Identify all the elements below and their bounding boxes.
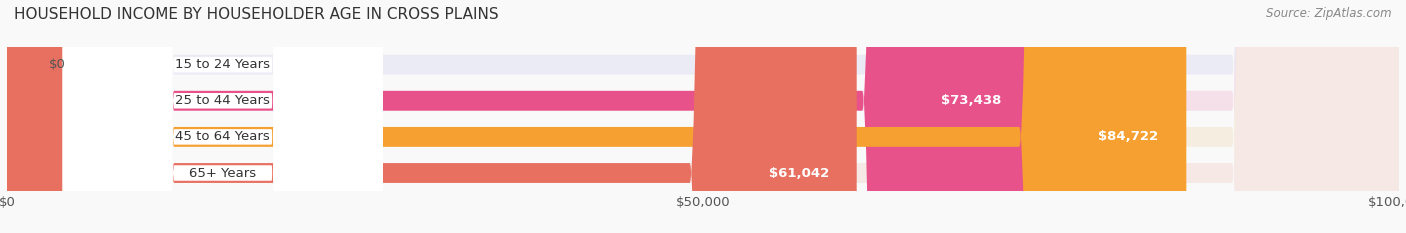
FancyBboxPatch shape — [63, 0, 382, 233]
Text: 45 to 64 Years: 45 to 64 Years — [176, 130, 270, 143]
Text: 25 to 44 Years: 25 to 44 Years — [176, 94, 270, 107]
Text: Source: ZipAtlas.com: Source: ZipAtlas.com — [1267, 7, 1392, 20]
Text: $61,042: $61,042 — [769, 167, 830, 179]
Text: $73,438: $73,438 — [941, 94, 1001, 107]
FancyBboxPatch shape — [7, 0, 1399, 233]
FancyBboxPatch shape — [63, 0, 382, 233]
FancyBboxPatch shape — [7, 0, 856, 233]
Text: $84,722: $84,722 — [1098, 130, 1159, 143]
Text: HOUSEHOLD INCOME BY HOUSEHOLDER AGE IN CROSS PLAINS: HOUSEHOLD INCOME BY HOUSEHOLDER AGE IN C… — [14, 7, 499, 22]
FancyBboxPatch shape — [63, 0, 382, 233]
FancyBboxPatch shape — [7, 0, 1399, 233]
FancyBboxPatch shape — [7, 0, 1399, 233]
FancyBboxPatch shape — [7, 0, 1187, 233]
FancyBboxPatch shape — [7, 0, 1029, 233]
FancyBboxPatch shape — [7, 0, 1399, 233]
Text: $0: $0 — [49, 58, 66, 71]
FancyBboxPatch shape — [63, 0, 382, 233]
Text: 65+ Years: 65+ Years — [190, 167, 256, 179]
Text: 15 to 24 Years: 15 to 24 Years — [176, 58, 270, 71]
